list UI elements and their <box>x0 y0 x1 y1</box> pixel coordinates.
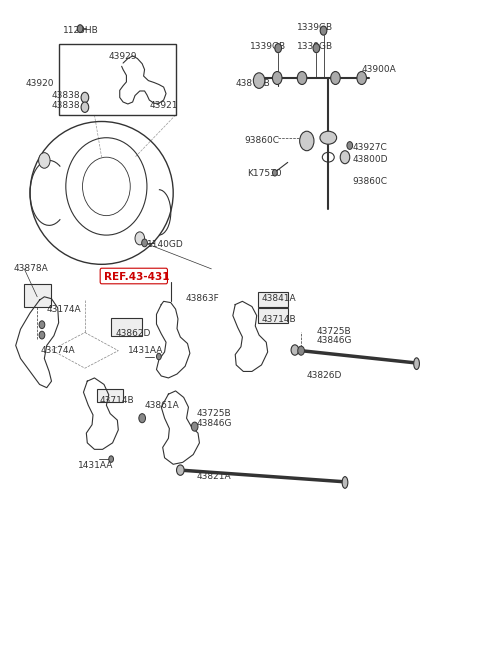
Text: 43714B: 43714B <box>99 396 134 405</box>
Circle shape <box>77 25 83 33</box>
Text: 43174A: 43174A <box>47 305 81 314</box>
Bar <box>258 308 288 323</box>
Text: 43826D: 43826D <box>307 372 342 381</box>
Circle shape <box>39 321 45 329</box>
Circle shape <box>297 72 307 85</box>
Text: 43841A: 43841A <box>262 293 296 303</box>
Ellipse shape <box>320 131 336 144</box>
Text: REF.43-431: REF.43-431 <box>104 273 169 282</box>
Circle shape <box>253 73 265 89</box>
Text: 1339GB: 1339GB <box>297 23 334 32</box>
Circle shape <box>275 44 281 53</box>
Text: 43800D: 43800D <box>352 155 388 164</box>
Bar <box>97 389 123 402</box>
Circle shape <box>298 346 304 355</box>
Text: 1431AA: 1431AA <box>128 346 163 355</box>
Circle shape <box>38 153 50 168</box>
Circle shape <box>320 26 327 35</box>
Text: 43929: 43929 <box>109 52 137 61</box>
Circle shape <box>291 345 299 355</box>
Circle shape <box>156 353 161 360</box>
Circle shape <box>192 422 198 431</box>
Text: 1123HB: 1123HB <box>63 26 99 35</box>
Text: 43838: 43838 <box>51 101 80 110</box>
Bar <box>59 44 176 115</box>
Text: 43174A: 43174A <box>41 346 76 355</box>
Circle shape <box>81 93 89 102</box>
Text: 43921: 43921 <box>149 101 178 110</box>
Text: 43714B: 43714B <box>262 315 296 324</box>
Text: 43878A: 43878A <box>13 264 48 273</box>
Bar <box>24 284 50 306</box>
Text: K17530: K17530 <box>247 169 282 178</box>
Circle shape <box>39 331 45 339</box>
Circle shape <box>347 141 353 149</box>
Text: 43725B: 43725B <box>316 327 351 336</box>
Circle shape <box>357 72 366 85</box>
Text: 43863F: 43863F <box>185 293 219 303</box>
Circle shape <box>139 413 145 422</box>
Circle shape <box>313 44 320 53</box>
Circle shape <box>135 232 144 245</box>
Text: 43862D: 43862D <box>116 329 151 338</box>
Text: 1140GD: 1140GD <box>147 241 184 249</box>
Circle shape <box>109 456 114 462</box>
Circle shape <box>331 72 340 85</box>
Circle shape <box>300 131 314 151</box>
Circle shape <box>81 102 89 112</box>
Text: 43861A: 43861A <box>144 401 180 409</box>
Circle shape <box>340 151 350 164</box>
Text: 43870B: 43870B <box>235 80 270 88</box>
Text: 43838: 43838 <box>51 91 80 100</box>
Text: 1339GB: 1339GB <box>297 42 334 52</box>
Circle shape <box>273 170 277 176</box>
Text: 93860C: 93860C <box>245 136 280 145</box>
Text: 43920: 43920 <box>25 80 54 88</box>
Bar <box>111 318 142 336</box>
Ellipse shape <box>414 358 420 370</box>
Ellipse shape <box>342 477 348 488</box>
Text: 43900A: 43900A <box>362 65 396 74</box>
Circle shape <box>142 239 147 247</box>
Text: 1431AA: 1431AA <box>78 461 113 470</box>
Text: 1339GB: 1339GB <box>250 42 286 52</box>
Text: 93860C: 93860C <box>352 177 387 186</box>
Circle shape <box>177 465 184 475</box>
Text: 43846G: 43846G <box>316 336 352 345</box>
Text: 43821A: 43821A <box>197 472 232 481</box>
Text: 43927C: 43927C <box>352 143 387 152</box>
Circle shape <box>273 72 282 85</box>
Bar <box>258 292 288 306</box>
Text: 43846G: 43846G <box>197 419 232 428</box>
Text: 43725B: 43725B <box>197 409 232 418</box>
